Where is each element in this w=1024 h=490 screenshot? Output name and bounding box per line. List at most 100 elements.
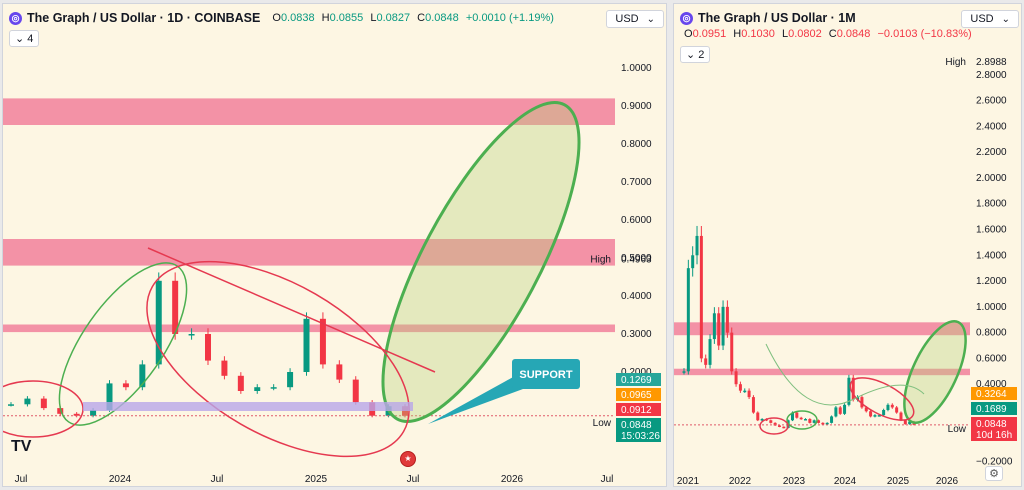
price-tag-bg [616,373,661,386]
purple-range-band [83,402,413,411]
red-ellipse-2022 [759,417,789,435]
candle-body [725,306,729,333]
y-tick-label: 1.2000 [976,276,1007,287]
chevron-down-icon: ⌄ [646,14,655,25]
candle-body [877,415,881,417]
y-tick-label: 0.2000 [621,367,652,378]
chart-header: ◎ The Graph / US Dollar · 1M [680,11,856,25]
candle-body [221,360,228,376]
candle-body [122,383,129,388]
price-tag-value: 0.0848 [976,419,1007,430]
candle-body [139,364,146,388]
y-tick-label: 0.5000 [621,253,652,264]
chart-header: ◎ The Graph / US Dollar · 1D · COINBASE … [9,11,554,25]
y-tick-label: 2.4000 [976,121,1007,132]
chevron-down-icon: ⌄ [686,49,696,61]
moving-average-line [765,343,925,406]
candle-body [838,407,842,414]
y-tick-label: 0.7000 [621,177,652,188]
y-tick-label: −0.2000 [976,457,1013,468]
candle-body [8,404,14,406]
x-tick-label: Jul [601,474,614,485]
y-tick-label: 2.6000 [976,96,1007,107]
candle-body [908,421,912,425]
y-tick-label: 1.6000 [976,224,1007,235]
candle-body [699,235,703,359]
candle-body [303,318,310,372]
price-tag-value: 0.1269 [621,375,652,386]
monthly-chart-canvas[interactable]: 2.8000 2.6000 2.4000 2.2000 2.0000 1.8000 1.60… [674,4,1022,487]
candle-body [812,420,816,423]
us-flag-icon[interactable]: ★ [400,451,416,467]
settings-gear-icon[interactable]: ⚙ [985,466,1003,481]
candle-body [825,422,829,425]
candle-body [769,420,773,423]
green-ellipse-projection [903,320,967,424]
x-tick-label: Jul [211,474,224,485]
candle-body [319,318,326,365]
candle-body [834,407,838,417]
daily-chart-canvas[interactable]: 1.0000 0.9000 0.8000 0.7000 0.6000 0.5000 0.40… [3,4,667,487]
symbol-title[interactable]: The Graph / US Dollar · 1D · COINBASE [27,11,261,25]
currency-select[interactable]: USD ⌄ [961,10,1019,28]
x-tick-label: 2025 [305,474,328,485]
candle-body [254,387,261,391]
candle-body [712,313,716,340]
candle-body [851,377,855,400]
candle-body [172,280,179,334]
candle-body [734,371,738,385]
candle-body [817,420,821,423]
candle-body [903,420,907,425]
candle-body [760,419,764,421]
chart-panel-daily[interactable]: 1.0000 0.9000 0.8000 0.7000 0.6000 0.5000 0.40… [2,3,667,487]
currency-select[interactable]: USD ⌄ [606,10,664,28]
x-tick-label: Jul [407,474,420,485]
candle-body [864,407,868,412]
candle-body [869,411,873,417]
chart-panel-monthly[interactable]: 2.8000 2.6000 2.4000 2.2000 2.0000 1.8000 1.60… [673,3,1022,487]
y-tick-label: 0.8000 [621,139,652,150]
candle-body [743,390,747,393]
symbol-title[interactable]: The Graph / US Dollar · 1M [698,11,856,25]
candle-body [847,377,851,405]
support-callout-box [512,359,580,389]
candle-body [336,364,343,380]
price-tag-bg [616,418,661,442]
price-tag-bg [971,402,1017,415]
candle-body [777,425,781,427]
resistance-zone-0 [674,322,970,336]
candle-body [682,371,686,373]
change-value: −0.0103 (−10.83%) [877,28,972,40]
candle-body [704,358,708,365]
candle-body [756,412,760,421]
indicators-toggle[interactable]: ⌄ 4 [9,30,40,47]
low-label: Low [948,424,967,435]
y-tick-label: 1.4000 [976,250,1007,261]
candle-body [747,390,751,398]
y-tick-label: 0.6000 [621,215,652,226]
high-label: High [945,57,966,68]
price-tag-value: 0.0912 [621,405,652,416]
green-ellipse-2023 [786,410,818,430]
indicators-toggle[interactable]: ⌄ 2 [680,46,711,63]
candle-body [352,379,359,403]
candle-body [205,334,211,361]
x-tick-label: 2024 [109,474,132,485]
price-tag-value: 0.0848 [621,420,652,431]
price-tag-value: 0.0965 [621,390,652,401]
y-tick-label: 2.0000 [976,173,1007,184]
candle-body [695,235,699,256]
y-tick-label: 0.4000 [976,379,1007,390]
x-tick-label: 2025 [887,476,910,487]
candle-body [717,313,721,346]
price-tag-bg [616,388,661,401]
candle-body [890,404,894,408]
candle-body [843,404,847,414]
candle-body [24,398,31,405]
price-tag-bg [971,387,1017,400]
candle-body [155,280,162,365]
candle-body [808,419,812,423]
y-tick-label: 0.3000 [621,329,652,340]
candle-body [686,268,690,372]
candle-body [106,383,113,410]
